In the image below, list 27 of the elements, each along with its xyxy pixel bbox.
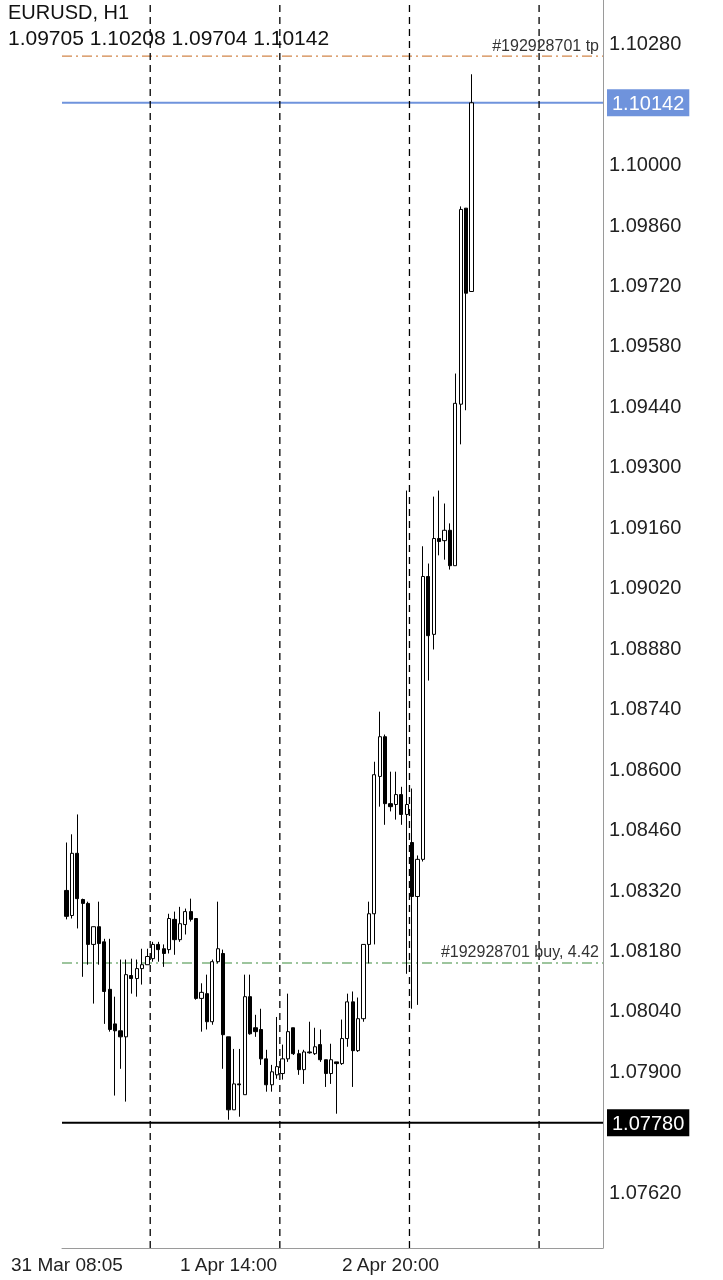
ref-line-label: #192928701 tp <box>492 36 600 54</box>
y-tick-label: 1.07620 <box>609 1180 682 1203</box>
y-tick-label: 1.08740 <box>609 697 682 720</box>
y-tick-label: 1.09860 <box>609 213 682 236</box>
x-tick-label: 1 Apr 14:00 <box>179 1254 278 1275</box>
y-tick-label: 1.08040 <box>609 999 682 1022</box>
y-tick-label: 1.09020 <box>609 576 682 599</box>
y-tick-label: 1.09720 <box>609 274 682 297</box>
ref-line-label: 1.10142 <box>612 91 685 114</box>
y-tick-label: 1.08880 <box>609 636 682 659</box>
x-tick-label: 2 Apr 20:00 <box>341 1254 440 1275</box>
y-tick-label: 1.09580 <box>609 334 682 357</box>
y-tick-label: 1.09160 <box>609 515 682 538</box>
y-tick-label: 1.08320 <box>609 878 682 901</box>
chart-title: EURUSD, H1 <box>8 1 130 23</box>
y-tick-label: 1.08460 <box>609 818 682 841</box>
y-tick-label: 1.08180 <box>609 939 682 962</box>
y-tick-label: 1.09440 <box>609 394 682 417</box>
ref-line-label: 1.07780 <box>612 1111 685 1134</box>
ref-line-label: #192928701 buy, 4.42 <box>440 943 600 961</box>
y-tick-label: 1.07900 <box>609 1059 682 1082</box>
y-tick-label: 1.10000 <box>609 153 682 176</box>
text: 1.09705 1.10208 1.09704 1.10142 <box>8 26 330 49</box>
y-tick-label: 1.08600 <box>609 757 682 780</box>
x-tick-label: 31 Mar 08:05 <box>10 1254 123 1275</box>
y-tick-label: 1.09300 <box>609 455 682 478</box>
y-tick-label: 1.10280 <box>609 32 682 55</box>
